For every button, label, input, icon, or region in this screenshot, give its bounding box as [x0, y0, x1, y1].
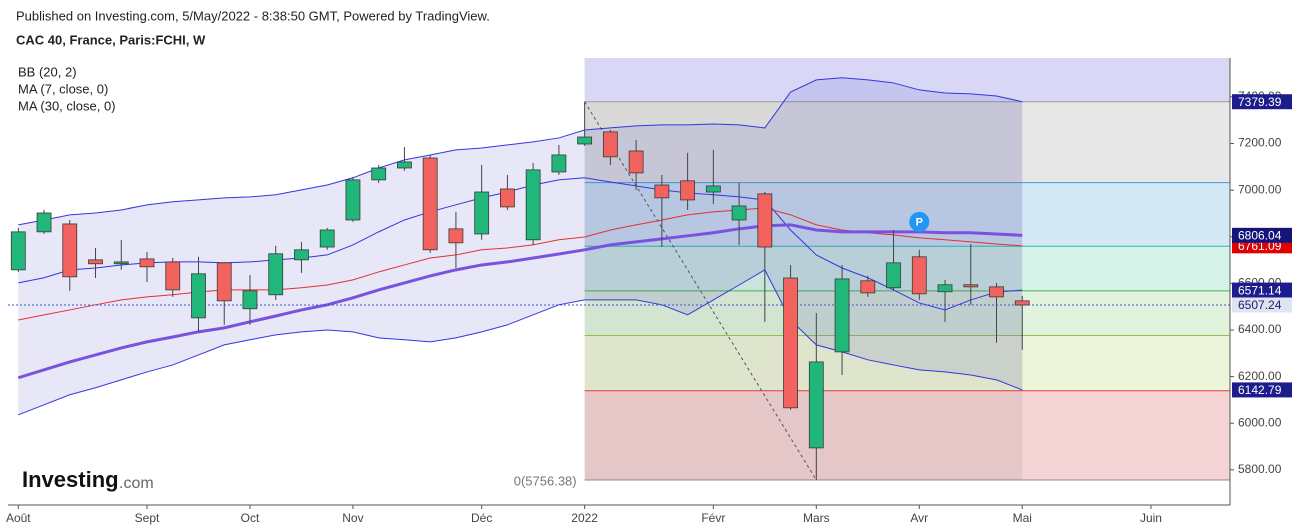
candle-body: [397, 161, 412, 169]
ma-line: [17, 223, 1023, 380]
legend-entry: BB (20, 2): [18, 64, 77, 79]
candle-body: [963, 284, 979, 288]
candle-body: [525, 169, 541, 241]
symbol-title: CAC 40, France, Paris:FCHI, W: [16, 32, 206, 47]
logo-suffix: .com: [119, 475, 154, 492]
y-tick-label: 6400.00: [1238, 322, 1282, 336]
candle-body: [989, 286, 1004, 298]
x-tick-label: Août: [6, 511, 31, 525]
fib-zone: [584, 101, 1230, 183]
annotation-marker: [909, 211, 930, 232]
price-tag: [1232, 94, 1292, 110]
published-line: Published on Investing.com, 5/May/2022 -…: [16, 8, 490, 23]
x-tick-label: Déc: [471, 511, 492, 525]
fib-zone: [584, 246, 1230, 291]
x-tick-label: Oct: [241, 511, 260, 525]
candle-body: [705, 185, 721, 193]
legend-entry: MA (7, close, 0): [18, 81, 108, 96]
x-tick-label: Févr: [701, 511, 725, 525]
candle-body: [268, 253, 284, 296]
candle-body: [216, 262, 232, 302]
fib-label: 0(5756.38): [514, 473, 577, 488]
price-tag: [1232, 297, 1292, 313]
x-tick-label: Juin: [1140, 511, 1162, 525]
candle-body: [731, 205, 747, 221]
candle-body: [680, 180, 696, 201]
candle-body: [757, 193, 773, 248]
x-tick-label: Nov: [342, 511, 363, 525]
price-tag-label: 6571.14: [1238, 283, 1282, 297]
candle-body: [36, 212, 52, 233]
candle-body: [88, 259, 103, 265]
bb-lower: [18, 269, 1023, 416]
price-tag-label: 6507.24: [1238, 298, 1282, 312]
bb-upper: [18, 77, 1023, 226]
candle-body: [113, 261, 129, 265]
candle-body: [500, 188, 515, 208]
legend-entry: MA (30, close, 0): [18, 98, 116, 113]
fib-trend: [584, 101, 817, 481]
candle-body: [654, 184, 670, 199]
y-tick-label: 7000.00: [1238, 182, 1282, 196]
x-tick-label: Mars: [803, 511, 830, 525]
candle-body: [577, 136, 593, 145]
axis-bg: [1230, 0, 1294, 532]
candle-body: [808, 361, 824, 449]
candle-body: [886, 262, 901, 289]
y-tick-label: 6000.00: [1238, 415, 1282, 429]
candle-body: [834, 278, 850, 353]
candle-body: [242, 290, 258, 310]
candle-body: [783, 277, 798, 409]
bb-middle: [18, 177, 1023, 311]
candle-body: [422, 157, 438, 251]
fib-zone: [584, 58, 1230, 102]
candle-body: [165, 261, 181, 291]
axis-bg-bottom: [0, 505, 1294, 532]
candle-body: [628, 150, 644, 174]
y-tick-label: 7200.00: [1238, 136, 1282, 150]
candle-body: [62, 223, 78, 278]
candle-body: [937, 284, 953, 293]
annotation-text: P: [916, 217, 923, 229]
fib-zone: [584, 335, 1230, 391]
candle-body: [345, 179, 361, 221]
price-tag: [1232, 382, 1292, 398]
candle-body: [1014, 300, 1030, 306]
price-tag-label: 7379.39: [1238, 95, 1282, 109]
candle-body: [602, 131, 618, 158]
x-tick-label: 2022: [571, 511, 598, 525]
candle-body: [294, 249, 309, 261]
x-tick-label: Mai: [1013, 511, 1032, 525]
price-tag-label: 6142.79: [1238, 383, 1282, 397]
candle-body: [139, 258, 155, 268]
x-tick-label: Sept: [135, 511, 160, 525]
logo: Investing: [22, 467, 119, 492]
candle-body: [860, 280, 876, 294]
candle-body: [319, 229, 335, 248]
candle-body: [911, 256, 927, 295]
candle-body: [371, 167, 387, 181]
candle-body: [551, 154, 567, 173]
y-tick-label: 6200.00: [1238, 369, 1282, 383]
candle-body: [448, 228, 464, 244]
price-tag: [1232, 227, 1292, 243]
fib-zone: [584, 290, 1230, 336]
candle-body: [191, 273, 206, 319]
y-tick-label: 5800.00: [1238, 462, 1282, 476]
x-tick-label: Avr: [910, 511, 928, 525]
candle-body: [10, 231, 26, 271]
price-tag: [1232, 282, 1292, 298]
fib-zone: [584, 390, 1230, 480]
price-tag-label: 6806.04: [1238, 229, 1282, 243]
candle-body: [474, 191, 490, 235]
